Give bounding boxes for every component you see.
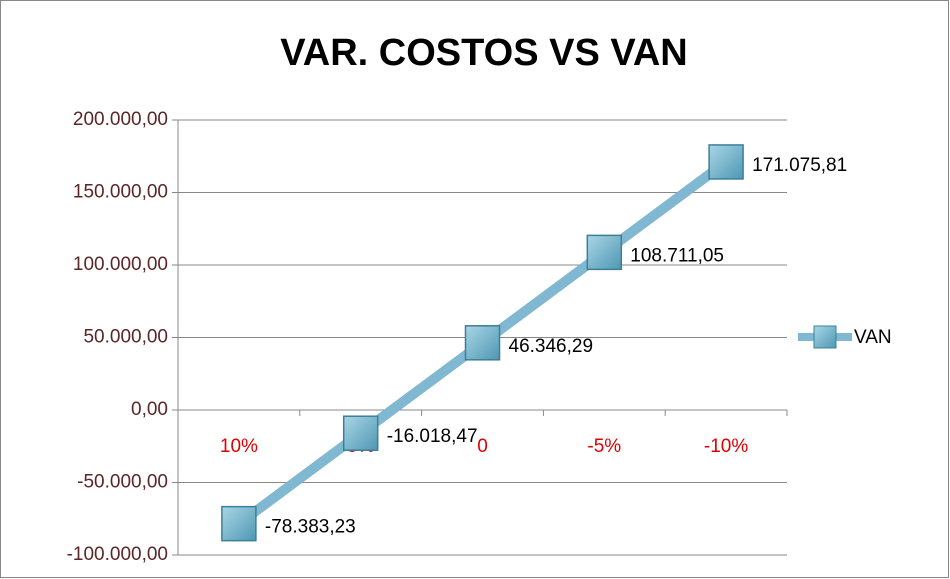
x-tick-label: 10% xyxy=(220,436,258,457)
y-tick-label: 50.000,00 xyxy=(83,327,168,348)
y-tick-label: -100.000,00 xyxy=(67,544,168,565)
legend-marker xyxy=(813,325,837,349)
y-tick-label: 200.000,00 xyxy=(73,109,168,130)
y-tick-label: 0,00 xyxy=(131,399,168,420)
data-label: 46.346,29 xyxy=(509,336,594,357)
data-label: -16.018,47 xyxy=(387,426,478,447)
x-tick-label: -5% xyxy=(587,436,621,457)
marker xyxy=(342,415,379,451)
legend-label: VAN xyxy=(854,327,892,348)
data-label: 171.075,81 xyxy=(752,155,847,176)
data-label: 108.711,05 xyxy=(630,245,724,266)
marker xyxy=(464,325,501,361)
marker xyxy=(708,144,744,180)
x-tick-label: -10% xyxy=(704,436,748,457)
marker xyxy=(221,505,257,542)
data-label: -78.383,23 xyxy=(265,517,356,538)
y-tick-label: 150.000,00 xyxy=(73,182,168,203)
y-tick-label: 100.000,00 xyxy=(73,254,168,275)
y-tick-label: -50.000,00 xyxy=(77,472,168,493)
chart-title: VAR. COSTOS VS VAN xyxy=(280,32,688,74)
x-tick-label: 0 xyxy=(477,436,488,457)
marker xyxy=(586,234,623,271)
